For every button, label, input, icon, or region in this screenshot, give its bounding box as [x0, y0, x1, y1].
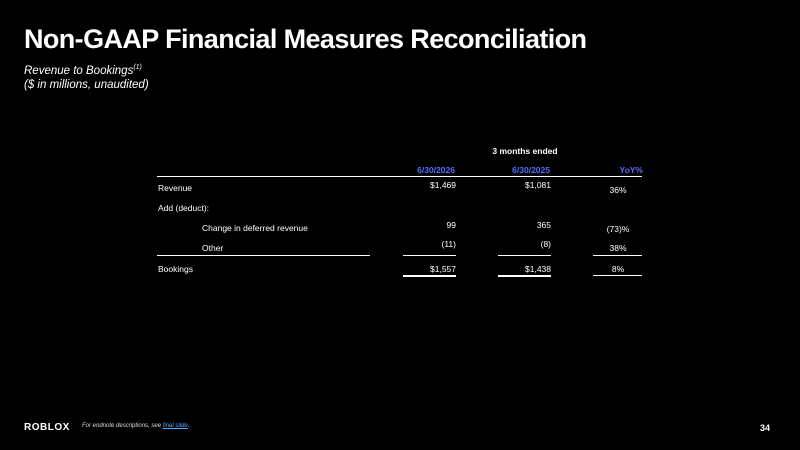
footnote: For endnote descriptions, see final slid…	[82, 423, 189, 429]
row-label-add-deduct: Add (deduct):	[158, 203, 210, 213]
cell-deferred-current: 99	[446, 220, 456, 230]
cell-revenue-current: $1,469	[430, 180, 456, 190]
label-subtotal-rule	[157, 255, 370, 256]
prior-total-double-rule	[498, 275, 551, 277]
column-header-current: 6/30/2026	[417, 165, 455, 175]
cell-deferred-prior: 365	[536, 220, 551, 230]
slide-subtitle: Revenue to Bookings(1) ($ in millions, u…	[24, 61, 149, 92]
cell-revenue-yoy: 36%	[609, 185, 627, 195]
footnote-end: .	[187, 423, 190, 429]
cell-other-current: (11)	[441, 239, 457, 249]
slide-title: Non-GAAP Financial Measures Reconciliati…	[24, 24, 587, 54]
header-rule	[157, 176, 642, 177]
current-subtotal-rule	[403, 255, 456, 256]
roblox-logo: ROBLOX	[24, 422, 70, 433]
prior-subtotal-rule	[498, 255, 551, 256]
final-slide-link[interactable]: final slide	[162, 423, 188, 429]
cell-bookings-yoy: 8%	[611, 264, 625, 274]
subtitle-line-1: Revenue to Bookings	[24, 64, 134, 77]
yoy-total-rule	[593, 275, 642, 276]
footnote-text: For endnote descriptions, see	[82, 423, 163, 429]
row-label-bookings: Bookings	[158, 264, 193, 274]
cell-other-yoy: 38%	[609, 243, 627, 253]
cell-bookings-prior: $1,438	[525, 264, 551, 274]
current-total-double-rule	[403, 275, 456, 277]
page-number: 34	[759, 423, 770, 433]
cell-bookings-current: $1,557	[430, 264, 456, 274]
row-label-revenue: Revenue	[158, 183, 193, 193]
row-label-deferred-revenue: Change in deferred revenue	[202, 223, 308, 233]
period-header: 3 months ended	[492, 146, 558, 156]
subtitle-line-2: ($ in millions, unaudited)	[24, 78, 149, 91]
cell-revenue-prior: $1,081	[525, 180, 551, 190]
cell-deferred-yoy: (73)%	[606, 224, 630, 234]
column-header-yoy: YoY%	[619, 165, 643, 175]
subtitle-superscript: (1)	[133, 64, 142, 71]
cell-other-prior: (8)	[540, 239, 551, 249]
column-header-prior: 6/30/2025	[512, 165, 550, 175]
row-label-other: Other	[202, 243, 224, 253]
yoy-subtotal-rule	[593, 255, 642, 256]
